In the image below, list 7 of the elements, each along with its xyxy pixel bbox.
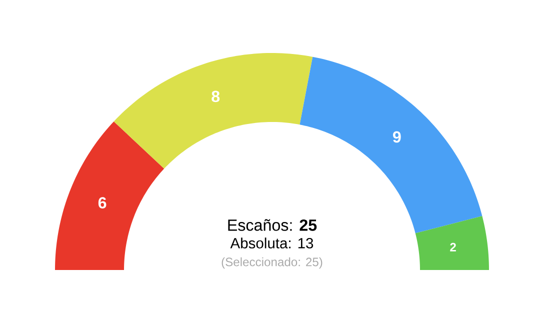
data-label: 9: [393, 131, 401, 143]
data-label: 8: [212, 90, 220, 102]
data-label: 2: [450, 242, 456, 252]
text: Escaños: 25: [228, 219, 317, 231]
text: Absoluta: 13: [230, 238, 314, 248]
data-label: 6: [98, 197, 106, 209]
text: (Seleccionado: 25): [222, 257, 322, 269]
